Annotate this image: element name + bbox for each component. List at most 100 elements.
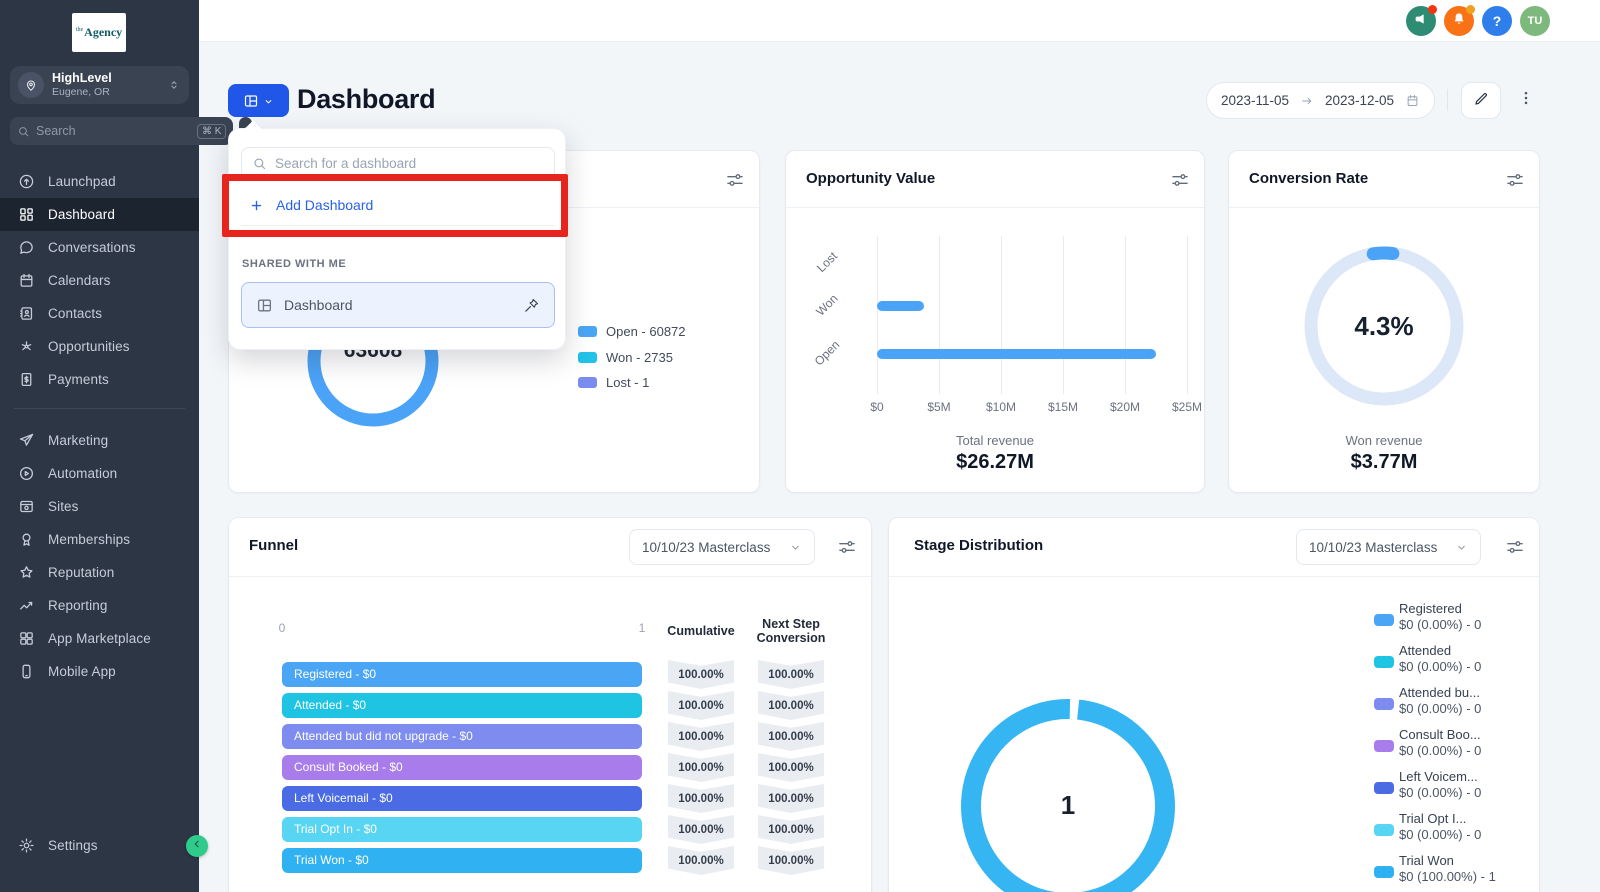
x-tick-label: $0 xyxy=(870,400,884,414)
funnel-col-cumulative: Cumulative xyxy=(667,624,735,638)
legend-item: Trial Won $0 (100.00%) - 1 xyxy=(1374,853,1539,887)
sidebar-item-automation[interactable]: Automation xyxy=(0,457,199,490)
funnel-stage-bar: Trial Won - $0 xyxy=(282,848,642,873)
dashboard-switcher-button[interactable] xyxy=(228,84,289,117)
dashboard-search-input[interactable] xyxy=(275,156,544,171)
shortcut-badge: ⌘ K xyxy=(197,123,227,139)
funnel-axis-min: 0 xyxy=(278,621,286,635)
next-step-badge: 100.00% xyxy=(758,784,824,813)
conversion-rate-widget: Conversion Rate 4.3% Won revenue $3.77M xyxy=(1228,150,1540,493)
sidebar-collapse-button[interactable] xyxy=(186,835,208,857)
footer-label: Total revenue xyxy=(955,433,1035,448)
stage-source-select[interactable]: 10/10/23 Masterclass xyxy=(1296,529,1481,565)
cumulative-badge: 100.00% xyxy=(668,753,734,782)
sidebar-search[interactable]: ⌘ K xyxy=(10,117,234,145)
x-tick-label: $10M xyxy=(985,400,1017,414)
sidebar-item-memberships[interactable]: Memberships xyxy=(0,523,199,556)
notification-dot xyxy=(1428,5,1437,14)
account-switcher[interactable]: HighLevel Eugene, OR xyxy=(10,66,189,104)
legend-item: Left Voicem... $0 (0.00%) - 0 xyxy=(1374,769,1539,803)
plus-icon xyxy=(249,198,264,213)
filter-icon[interactable] xyxy=(1505,537,1525,557)
kebab-icon xyxy=(1517,89,1535,112)
automation-icon xyxy=(18,465,35,482)
filter-icon[interactable] xyxy=(837,537,857,557)
sidebar-item-reputation[interactable]: Reputation xyxy=(0,556,199,589)
legend-name: Trial Won xyxy=(1399,853,1454,868)
legend-name: Consult Boo... xyxy=(1399,727,1481,742)
sidebar-item-marketing[interactable]: Marketing xyxy=(0,424,199,457)
filter-icon[interactable] xyxy=(1170,170,1190,190)
card-header: Opportunity Value xyxy=(786,151,1204,208)
funnel-source-select[interactable]: 10/10/23 Masterclass xyxy=(629,529,815,565)
bar-open xyxy=(877,349,1156,359)
notifications-button[interactable] xyxy=(1444,5,1475,36)
card-header: Conversion Rate xyxy=(1229,151,1539,208)
conversion-rate-value: 4.3% xyxy=(1354,311,1414,341)
widget-title: Opportunity Value xyxy=(806,170,936,187)
sidebar-item-payments[interactable]: Payments xyxy=(0,363,199,396)
sidebar-item-label: Reporting xyxy=(48,598,108,613)
legend-item: Won - 2735 xyxy=(578,350,673,365)
stage-distribution-widget: Stage Distribution 10/10/23 Masterclass … xyxy=(888,517,1540,892)
filter-icon[interactable] xyxy=(725,170,745,190)
account-name: HighLevel xyxy=(52,71,112,85)
sidebar-item-settings[interactable]: Settings xyxy=(0,829,199,862)
legend-item: Lost - 1 xyxy=(578,374,650,390)
chevron-down-icon xyxy=(263,95,274,106)
conversations-icon xyxy=(18,239,35,256)
widget-title: Stage Distribution xyxy=(914,537,1044,554)
sidebar-item-label: Payments xyxy=(48,372,109,387)
x-tick-label: $20M xyxy=(1109,400,1141,414)
sidebar-item-label: Automation xyxy=(48,466,118,481)
funnel-widget: Funnel 10/10/23 Masterclass 0 1 Cumulati… xyxy=(228,517,872,892)
sidebar-item-mobile-app[interactable]: Mobile App xyxy=(0,655,199,688)
sidebar-item-app-marketplace[interactable]: App Marketplace xyxy=(0,622,199,655)
filter-icon[interactable] xyxy=(1505,170,1525,190)
legend-label: Lost - 1 xyxy=(606,374,650,390)
card-header: Funnel 10/10/23 Masterclass xyxy=(229,518,871,577)
add-dashboard-button[interactable]: Add Dashboard xyxy=(241,191,555,219)
funnel-stage-bar: Left Voicemail - $0 xyxy=(282,786,642,811)
search-icon xyxy=(252,156,267,171)
footer-label: Won revenue xyxy=(1345,433,1423,448)
chevron-left-icon xyxy=(191,837,203,855)
notification-dot xyxy=(1466,5,1475,14)
sidebar-item-sites[interactable]: Sites xyxy=(0,490,199,523)
gridline xyxy=(877,236,878,394)
sidebar-item-reporting[interactable]: Reporting xyxy=(0,589,199,622)
dashboard-list-item[interactable]: Dashboard xyxy=(241,282,555,328)
sites-icon xyxy=(18,498,35,515)
next-step-badge: 100.00% xyxy=(758,660,824,689)
dashboard-icon xyxy=(18,206,35,223)
announcements-button[interactable] xyxy=(1406,5,1437,36)
x-tick-label: $25M xyxy=(1171,400,1203,414)
x-tick-label: $5M xyxy=(927,400,951,414)
sidebar-item-launchpad[interactable]: Launchpad xyxy=(0,165,199,198)
edit-dashboard-button[interactable] xyxy=(1461,82,1501,119)
more-options-button[interactable] xyxy=(1514,88,1538,112)
legend-chip xyxy=(1374,824,1394,836)
legend-item: Open - 60872 xyxy=(578,324,686,339)
select-value: 10/10/23 Masterclass xyxy=(1309,539,1438,555)
pencil-icon xyxy=(1473,91,1489,110)
sidebar-item-contacts[interactable]: Contacts xyxy=(0,297,199,330)
help-button[interactable]: ? xyxy=(1482,6,1512,36)
avatar[interactable]: TU xyxy=(1520,6,1550,36)
pin-icon[interactable] xyxy=(523,297,540,314)
next-step-badge: 100.00% xyxy=(758,846,824,875)
legend-chip xyxy=(1374,656,1394,668)
date-range-picker[interactable]: 2023-11-05 2023-12-05 xyxy=(1206,82,1435,119)
dashboard-panel-icon xyxy=(243,93,259,109)
sidebar-item-opportunities[interactable]: Opportunities xyxy=(0,330,199,363)
legend-chip xyxy=(1374,698,1394,710)
sidebar-item-calendars[interactable]: Calendars xyxy=(0,264,199,297)
search-input[interactable] xyxy=(36,124,197,138)
marketplace-icon xyxy=(18,630,35,647)
question-mark-icon: ? xyxy=(1492,13,1502,29)
sidebar-divider xyxy=(14,408,185,409)
sidebar-item-dashboard[interactable]: Dashboard xyxy=(0,198,199,231)
sidebar-item-conversations[interactable]: Conversations xyxy=(0,231,199,264)
stage-donut-chart xyxy=(961,699,1175,892)
